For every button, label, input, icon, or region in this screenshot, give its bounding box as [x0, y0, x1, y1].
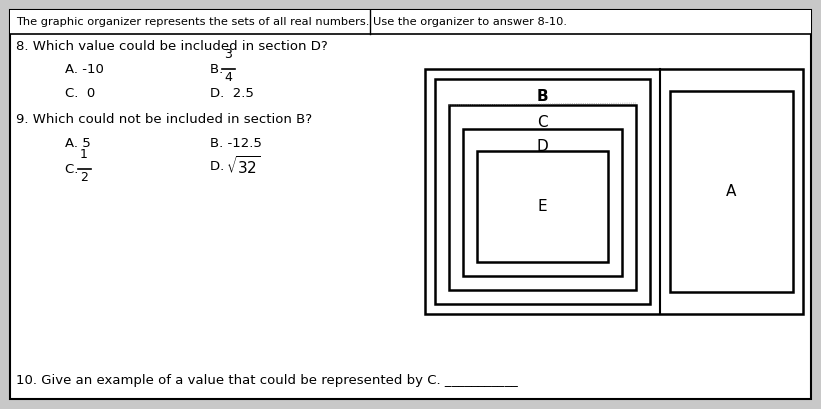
Text: D.  2.5: D. 2.5	[210, 87, 254, 100]
Text: 8. Which value could be included in section D?: 8. Which value could be included in sect…	[16, 40, 328, 53]
Text: 3: 3	[224, 48, 232, 61]
Text: E: E	[538, 199, 548, 214]
Text: 9. Which could not be included in section B?: 9. Which could not be included in sectio…	[16, 113, 312, 126]
Text: 1: 1	[80, 148, 88, 161]
Bar	[10, 10, 811, 34]
Bar	[670, 91, 793, 292]
Bar	[449, 105, 636, 290]
Text: B. -12.5: B. -12.5	[210, 137, 262, 150]
Bar	[463, 129, 622, 276]
Text: D.: D.	[210, 160, 228, 173]
Text: A. -10: A. -10	[65, 63, 104, 76]
Text: 2: 2	[80, 171, 88, 184]
Text: C: C	[537, 115, 548, 130]
Bar	[477, 151, 608, 262]
Text: D: D	[537, 139, 548, 154]
Text: C.: C.	[65, 163, 83, 176]
Text: $\sqrt{32}$: $\sqrt{32}$	[226, 155, 260, 177]
Text: The graphic organizer represents the sets of all real numbers. Use the organizer: The graphic organizer represents the set…	[16, 17, 567, 27]
Text: A. 5: A. 5	[65, 137, 91, 150]
Text: B: B	[537, 89, 548, 104]
Text: 4: 4	[224, 71, 232, 84]
Text: 10. Give an example of a value that could be represented by C. ___________: 10. Give an example of a value that coul…	[16, 374, 518, 387]
Bar	[425, 69, 803, 314]
Text: B.: B.	[210, 63, 227, 76]
Text: A: A	[727, 184, 736, 199]
Text: C.  0: C. 0	[65, 87, 95, 100]
Bar	[435, 79, 650, 304]
